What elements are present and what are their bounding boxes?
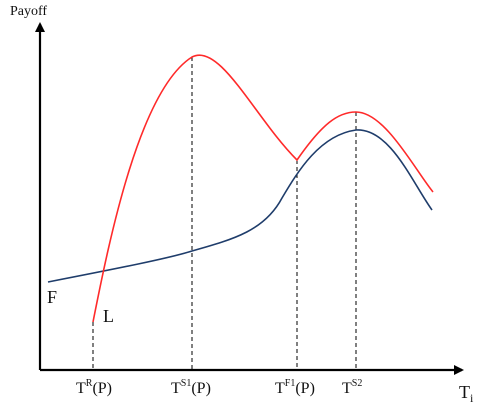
follower-curve-label: F (47, 287, 57, 307)
tick-label-tr: TR(P) (76, 378, 112, 397)
leader-curve (92, 54, 434, 323)
follower-curve (47, 129, 433, 283)
tick-label-tf1: TF1(P) (275, 378, 315, 397)
tick-label-ts2: TS2 (342, 378, 362, 397)
leader-curve-label: L (103, 306, 114, 326)
y-axis-label: Payoff (10, 4, 47, 19)
x-axis-label: Ti (459, 382, 474, 405)
tick-label-ts1: TS1(P) (171, 378, 211, 397)
